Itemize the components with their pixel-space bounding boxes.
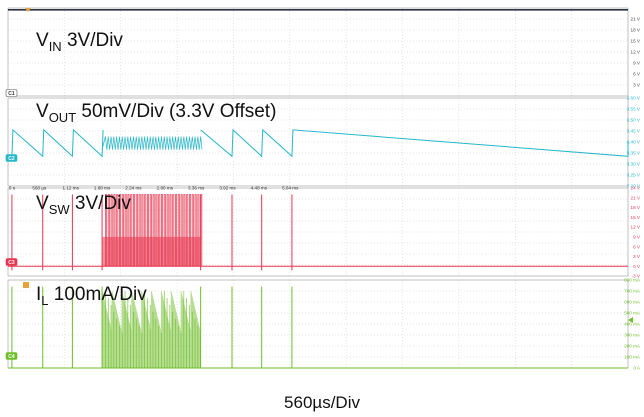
time-tick-label: 5.04 ms — [282, 186, 299, 191]
time-scale-label: 560µs/Div — [284, 393, 360, 412]
channel-tag-text: C3 — [8, 260, 15, 266]
channel-tag-text: C4 — [8, 354, 15, 360]
level-tick-label: 3.25 V — [627, 173, 641, 178]
level-tick-label: 6 V — [633, 244, 641, 249]
level-tick-label: 600 mA — [624, 300, 641, 305]
trigger-level-marker — [23, 282, 29, 288]
level-tick-label: 6 V — [633, 72, 641, 77]
channel-label-vin: VIN 3V/Div — [36, 30, 123, 54]
channel-tag-c3: C3 — [5, 258, 18, 266]
channel-label-vsw: VSW 3V/Div — [36, 193, 131, 217]
level-tick-label: 3 V — [633, 254, 641, 259]
level-tick-label: 3.45 V — [627, 129, 641, 134]
time-tick-label: 0 s — [9, 186, 16, 191]
level-tick-label: 12 V — [631, 50, 641, 55]
time-tick-label: 1.12 ms — [63, 186, 80, 191]
channel-tag-text: C1 — [8, 91, 15, 97]
traces — [8, 8, 633, 369]
level-tick-label: 18 V — [631, 205, 641, 210]
time-tick-label: 4.48 ms — [251, 186, 268, 191]
channel-label-main: V — [36, 101, 49, 122]
level-tick-label: 3.50 V — [627, 118, 641, 123]
time-tick-label: 2.24 ms — [125, 186, 142, 191]
vsw-burst-fill — [102, 236, 201, 267]
il-offset-marker — [628, 317, 633, 323]
tick-labels: 0 s 560 µs 1.12 ms 1.68 ms 2.24 ms 2.80 ms 3.3… — [9, 17, 641, 371]
level-tick-label: 21 V — [631, 195, 641, 200]
channel-label-main: V — [36, 193, 49, 214]
channel-tag-box — [5, 89, 18, 97]
channel-label-scale: 100mA/Div — [49, 284, 148, 305]
level-tick-label: 200 mA — [624, 344, 641, 349]
level-tick-label: 15 V — [631, 215, 641, 220]
vout-trace — [8, 128, 629, 158]
channel-tag-c1: C1 — [5, 89, 18, 97]
vsw-burst-trace — [105, 194, 203, 267]
vout-burst-trace — [101, 136, 203, 150]
channel-label-il: IL 100mA/Div — [36, 284, 147, 308]
channel-tag-box — [5, 352, 18, 360]
level-tick-label: 21 V — [631, 17, 641, 22]
level-tick-label: 15 V — [631, 39, 641, 44]
level-tick-label: 3.55 V — [627, 107, 641, 112]
level-tick-label: 24 V — [631, 186, 641, 191]
level-tick-label: 3.60 V — [627, 96, 641, 101]
channel-label-scale: 3V/Div — [70, 193, 132, 214]
time-tick-label: 3.92 ms — [219, 186, 236, 191]
time-tick-label: 1.68 ms — [94, 186, 111, 191]
channel-label-subscript: OUT — [49, 110, 77, 125]
trigger-marker — [25, 8, 31, 12]
channel-label-subscript: L — [41, 293, 48, 308]
level-tick-label: 100 mA — [624, 355, 641, 360]
channel-tag-c2: C2 — [5, 154, 18, 162]
time-tick-label: 3.36 ms — [188, 186, 205, 191]
level-tick-label: -3 V — [632, 274, 641, 279]
level-tick-label: 12 V — [631, 225, 641, 230]
level-tick-label: 3.20 V — [627, 184, 641, 189]
channel-tag-text: C2 — [8, 156, 15, 162]
time-tick-label: 2.80 ms — [157, 186, 174, 191]
channel-tag-box — [5, 154, 18, 162]
channel-label-vout: VOUT 50mV/Div (3.3V Offset) — [36, 101, 276, 125]
level-tick-label: 3 V — [633, 83, 641, 88]
channel-label-scale: 50mV/Div (3.3V Offset) — [76, 101, 276, 122]
channel-label-main: V — [36, 30, 49, 51]
channel-tag-c4: C4 — [5, 352, 18, 360]
il-burst-envelope — [101, 290, 201, 369]
channel-tag-box — [5, 258, 18, 266]
level-tick-label: 0 V — [633, 264, 641, 269]
level-tick-label: 0 A — [633, 366, 641, 371]
level-tick-label: 3.40 V — [627, 140, 641, 145]
channel-label-subscript: IN — [49, 39, 62, 54]
level-tick-label: 18 V — [631, 28, 641, 33]
level-tick-label: 300 mA — [624, 333, 641, 338]
channel-label-subscript: SW — [49, 202, 71, 217]
level-tick-label: 500 mA — [624, 311, 641, 316]
time-tick-label: 560 µs — [32, 186, 47, 191]
level-tick-label: 3.30 V — [627, 162, 641, 167]
level-tick-label: 9 V — [633, 61, 641, 66]
level-tick-label: 400 mA — [624, 322, 641, 327]
channel-label-scale: 3V/Div — [62, 30, 124, 51]
level-tick-label: 3.35 V — [627, 151, 641, 156]
level-tick-label: 700 mA — [624, 289, 641, 294]
level-tick-label: 800 mA — [624, 278, 641, 283]
channel-label-main: I — [36, 284, 41, 305]
level-tick-label: 9 V — [633, 234, 641, 239]
